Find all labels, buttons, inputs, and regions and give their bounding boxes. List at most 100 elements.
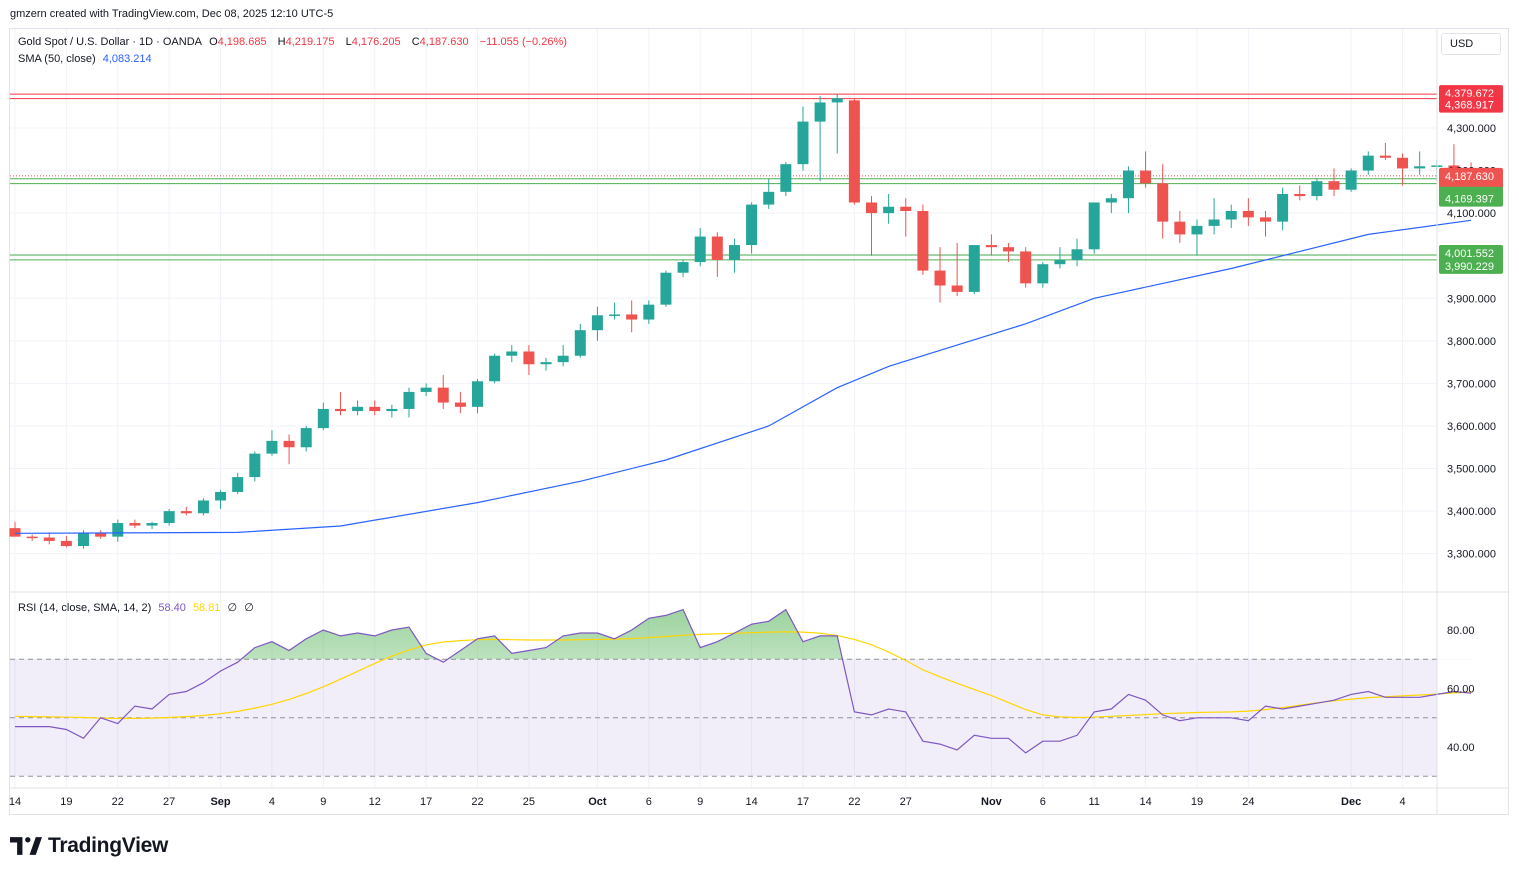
time-tick-label: 14 [1139,796,1151,808]
time-tick-label: 9 [320,796,326,808]
candle-body [78,533,90,547]
candle-body [694,236,706,263]
level-tag-text: 4,001.552 [1445,248,1494,260]
level-tag-text: 4,368.917 [1445,100,1494,112]
level-tag [1439,257,1503,274]
candle-body [129,523,141,526]
candle-body [95,533,107,537]
rsi-extra-1: ∅ [227,602,238,614]
candle-body [1071,249,1083,260]
tradingview-logo-icon [10,837,42,855]
candle-body [1345,170,1357,190]
candle-body [403,391,415,409]
candle-body [437,387,449,403]
time-tick-label: 27 [900,796,912,808]
chart-frame [9,28,1509,815]
sma-legend[interactable]: SMA (50, close) 4,083.214 [18,53,156,65]
candle-body [215,491,227,501]
candle-body [711,236,723,260]
candle-body [951,285,963,292]
price-tick-label: 4,300.000 [1447,123,1496,135]
candle-body [797,121,809,165]
rsi-layer [14,608,1472,754]
candle-body [1397,157,1409,169]
candle-body [1140,170,1152,184]
time-tick-label: Dec [1341,796,1361,808]
sma-value: 4,083.214 [102,53,152,65]
time-tick-label: 6 [1040,796,1046,808]
price-tick-label: 4,100.000 [1447,208,1496,220]
candle-body [386,408,398,412]
candle-body [232,477,244,492]
candle-body [643,304,655,320]
sma-line [14,219,1472,534]
candle-body [900,206,912,211]
rsi-legend[interactable]: RSI (14, close, SMA, 14, 2) 58.40 58.81 … [18,601,258,614]
candle-body [1225,210,1237,220]
price-tick-label: 3,300.000 [1447,549,1496,561]
candle-body [1174,221,1186,235]
level-tag-text: 3,990.229 [1445,261,1494,273]
candle-body [283,440,295,448]
time-tick-label: Oct [588,796,607,808]
grid-lines [10,29,1437,788]
candle-body [352,406,364,412]
horizontal-levels [10,93,1437,261]
candle-body [677,262,689,273]
time-tick-label: 11 [1088,796,1099,808]
rsi-extra-2: ∅ [244,602,254,614]
rsi-value: 58.40 [158,602,186,614]
change-value: −11.055 (−0.26%) [479,36,567,48]
candle-body [180,511,192,514]
candle-body [472,381,484,407]
candle-body [1020,251,1032,284]
sma-line-layer [14,219,1472,534]
candle-body [146,523,158,526]
brand-text: TradingView [48,834,169,857]
candle-body [112,523,124,537]
time-tick-label: 25 [523,796,535,808]
currency-button[interactable]: USD [1441,33,1501,55]
price-tick-label: 3,900.000 [1447,293,1496,305]
time-tick-label: 27 [163,796,175,808]
candle-body [728,245,740,260]
main-legend: Gold Spot / U.S. Dollar · 1D · OANDA O4,… [18,36,571,48]
candle-body [1105,198,1117,203]
candle-body [934,270,946,286]
candle-body [334,408,346,412]
price-tick-label: 3,400.000 [1447,506,1496,518]
time-tick-label: 17 [797,796,809,808]
tradingview-logo[interactable]: TradingView [10,834,168,858]
candle-body [266,440,278,454]
candle-body [540,362,552,365]
candle-body [1088,202,1100,250]
price-tick-label: 3,500.000 [1447,464,1496,476]
candle-body [883,206,895,214]
level-tag [1439,190,1503,207]
sma-label: SMA (50, close) [18,53,96,65]
candle-body [968,245,980,292]
candle-body [1157,183,1169,222]
candle-body [746,204,758,246]
candle-body [1328,181,1340,190]
candle-body [626,314,638,320]
candle-body [1294,193,1306,197]
symbol-title[interactable]: Gold Spot / U.S. Dollar · 1D · OANDA [18,36,202,48]
rsi-tick-label: 80.00 [1447,625,1475,637]
candle-body [660,272,672,305]
candle-body [831,98,843,103]
candle-body [197,500,209,514]
candle-body [1311,181,1323,197]
rsi-tick-label: 60.00 [1447,684,1475,696]
candle-body [1259,217,1271,222]
candle-body [609,314,621,316]
candle-body [300,428,312,448]
level-tag [1439,96,1503,113]
time-tick-label: 12 [369,796,381,808]
candle-body [454,402,466,407]
time-tick-label: 6 [646,796,652,808]
candle-body [26,536,38,539]
candle-body [1379,155,1391,158]
open-label: O [209,36,218,48]
